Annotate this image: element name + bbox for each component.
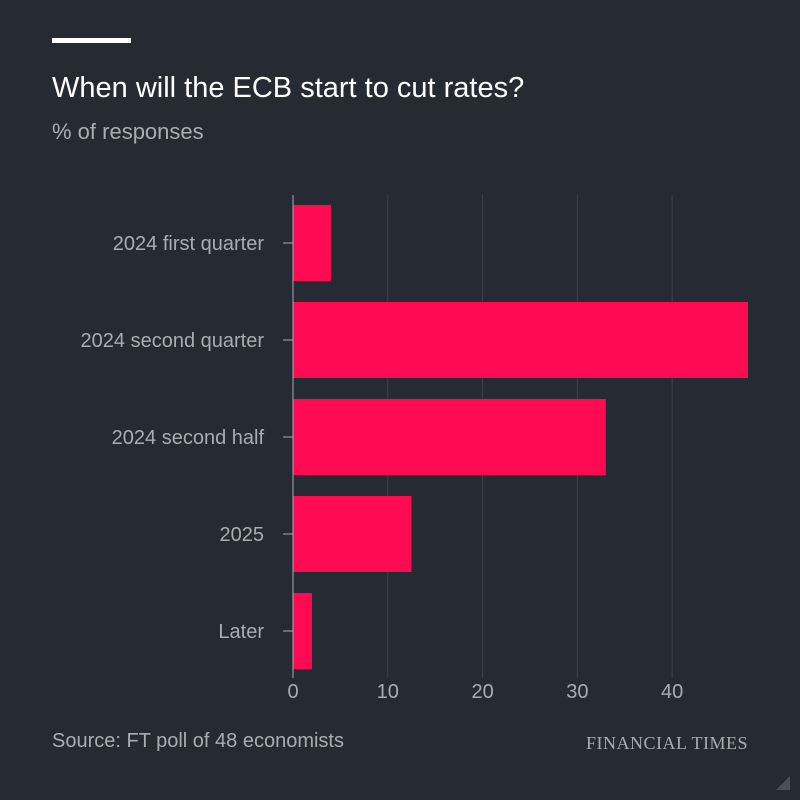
label-layer: 2024 first quarter 2024 second quarter 202… (81, 233, 265, 643)
bar (293, 593, 312, 669)
chart-subtitle: % of responses (52, 119, 204, 144)
bar (293, 302, 748, 378)
category-label: 2024 second quarter (81, 330, 265, 352)
category-label: 2025 (220, 524, 265, 546)
x-tick-label: 40 (661, 681, 683, 703)
bar (293, 399, 606, 475)
x-tick-label: 30 (566, 681, 588, 703)
source-note: Source: FT poll of 48 economists (52, 730, 344, 752)
chart-title: When will the ECB start to cut rates? (52, 72, 525, 104)
x-tick-label: 20 (471, 681, 493, 703)
x-tick-label: 0 (287, 681, 298, 703)
corner-icon (776, 776, 790, 790)
category-label: 2024 second half (112, 427, 265, 449)
category-label: 2024 first quarter (113, 233, 265, 255)
bar-layer (293, 205, 748, 669)
category-label: Later (218, 621, 264, 643)
brand-logo: FINANCIAL TIMES (585, 733, 748, 753)
bar (293, 205, 331, 281)
x-tick-label: 10 (377, 681, 399, 703)
axis-layer: 0 10 20 30 40 (283, 195, 683, 703)
top-rule (52, 38, 131, 43)
bar (293, 496, 412, 572)
